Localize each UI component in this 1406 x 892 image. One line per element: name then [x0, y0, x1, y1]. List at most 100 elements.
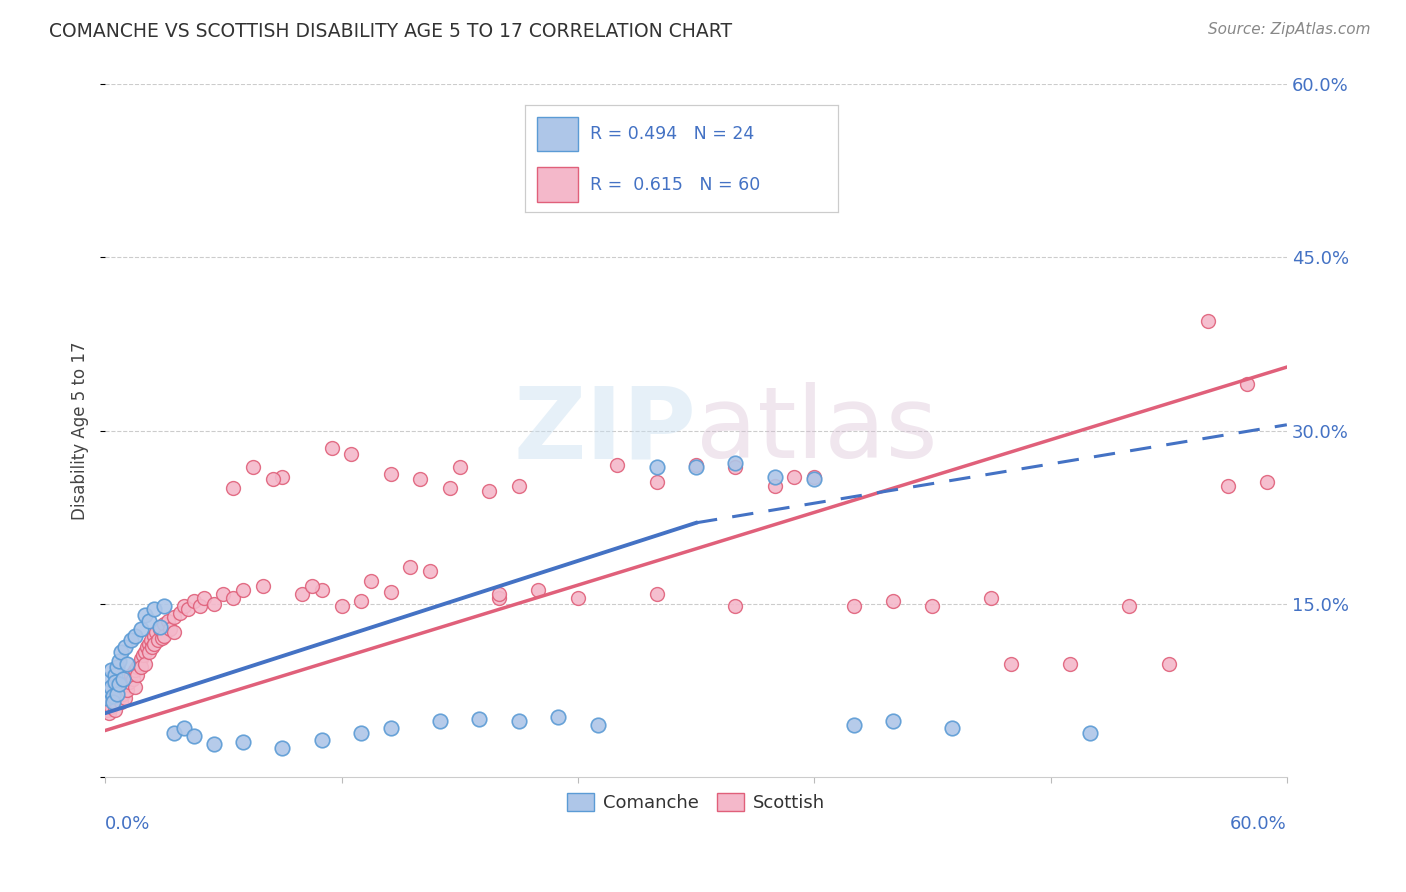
Point — [173, 599, 195, 613]
Point — [138, 645, 160, 659]
Point — [118, 675, 141, 690]
Point — [340, 447, 363, 461]
Point — [724, 599, 747, 613]
Text: atlas: atlas — [696, 382, 938, 479]
Point — [222, 481, 245, 495]
Point — [120, 668, 142, 682]
Point — [153, 617, 176, 632]
Point — [100, 695, 122, 709]
Point — [100, 700, 122, 714]
Point — [134, 657, 156, 671]
Point — [763, 479, 786, 493]
Point — [111, 672, 134, 686]
Point — [803, 469, 825, 483]
Point — [121, 672, 143, 686]
Point — [1236, 377, 1258, 392]
Point — [169, 606, 191, 620]
Point — [419, 564, 441, 578]
Point — [153, 599, 176, 613]
Legend: Comanche, Scottish: Comanche, Scottish — [560, 786, 832, 820]
Point — [380, 721, 402, 735]
Point — [527, 582, 550, 597]
Point — [941, 721, 963, 735]
Point — [114, 677, 136, 691]
Point — [101, 691, 124, 706]
Point — [301, 579, 323, 593]
Point — [163, 610, 186, 624]
Point — [111, 687, 134, 701]
Point — [149, 622, 172, 636]
Point — [101, 689, 124, 703]
Point — [842, 599, 865, 613]
Point — [163, 726, 186, 740]
Point — [183, 594, 205, 608]
Point — [685, 460, 707, 475]
Point — [120, 633, 142, 648]
Point — [125, 668, 148, 682]
Point — [148, 633, 170, 648]
Point — [1157, 657, 1180, 671]
Point — [138, 614, 160, 628]
Point — [783, 469, 806, 483]
Point — [1256, 475, 1278, 490]
Point — [114, 691, 136, 706]
Point — [645, 475, 668, 490]
Point — [921, 599, 943, 613]
Point — [311, 582, 333, 597]
Point — [468, 712, 491, 726]
Point — [429, 714, 451, 729]
Point — [96, 691, 118, 706]
Point — [183, 729, 205, 743]
Point — [242, 460, 264, 475]
Point — [586, 717, 609, 731]
Point — [252, 579, 274, 593]
Point — [135, 640, 157, 655]
Point — [129, 660, 152, 674]
Point — [488, 591, 510, 605]
Point — [202, 597, 225, 611]
Point — [138, 637, 160, 651]
Point — [177, 602, 200, 616]
Point — [508, 714, 530, 729]
Point — [159, 622, 181, 636]
Point — [153, 629, 176, 643]
Y-axis label: Disability Age 5 to 17: Disability Age 5 to 17 — [72, 342, 89, 520]
Point — [399, 559, 422, 574]
Point — [1059, 657, 1081, 671]
Point — [149, 620, 172, 634]
Point — [360, 574, 382, 588]
Point — [645, 460, 668, 475]
Point — [882, 714, 904, 729]
Point — [173, 721, 195, 735]
Point — [321, 441, 343, 455]
Point — [1118, 599, 1140, 613]
Point — [409, 472, 432, 486]
Point — [1216, 479, 1239, 493]
Point — [143, 602, 166, 616]
Point — [129, 622, 152, 636]
Point — [108, 683, 131, 698]
Point — [606, 458, 628, 472]
Point — [124, 629, 146, 643]
Point — [128, 657, 150, 671]
Point — [105, 660, 128, 674]
Point — [150, 631, 173, 645]
Point — [439, 481, 461, 495]
Point — [202, 737, 225, 751]
Point — [1078, 726, 1101, 740]
Point — [567, 591, 589, 605]
Point — [143, 629, 166, 643]
Point — [157, 614, 180, 628]
Point — [508, 479, 530, 493]
Point — [134, 608, 156, 623]
Point — [262, 472, 284, 486]
Text: Source: ZipAtlas.com: Source: ZipAtlas.com — [1208, 22, 1371, 37]
Text: ZIP: ZIP — [513, 382, 696, 479]
Point — [1000, 657, 1022, 671]
Point — [350, 594, 373, 608]
Point — [232, 735, 254, 749]
Point — [193, 591, 215, 605]
Point — [105, 689, 128, 703]
Point — [104, 703, 127, 717]
Point — [350, 726, 373, 740]
